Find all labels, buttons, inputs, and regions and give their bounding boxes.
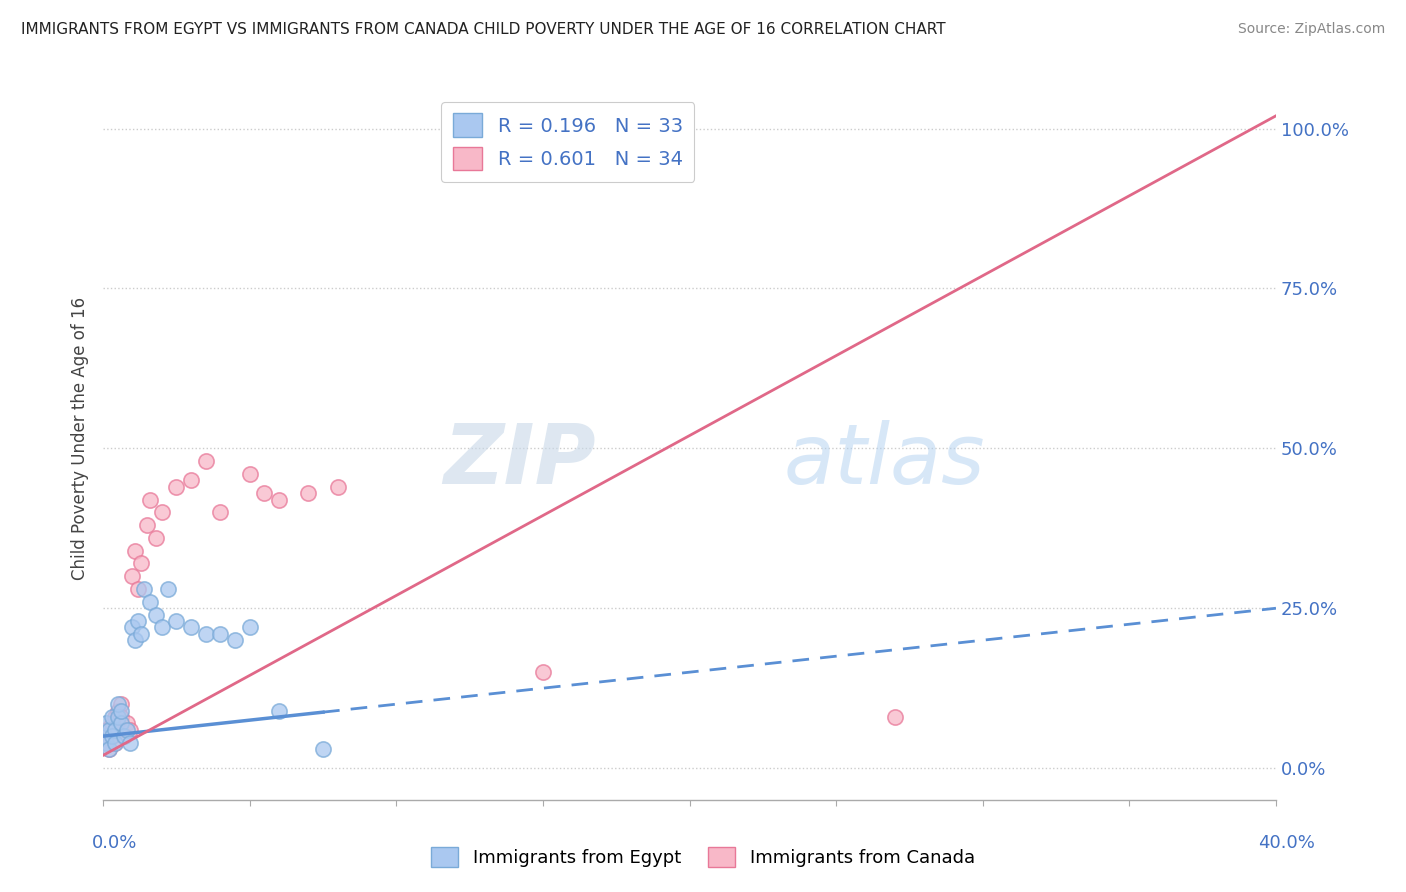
Point — [883, 710, 905, 724]
Point — [150, 505, 173, 519]
Point — [156, 582, 179, 596]
Point — [101, 729, 124, 743]
Text: Source: ZipAtlas.com: Source: ZipAtlas.com — [1237, 22, 1385, 37]
Point — [267, 704, 290, 718]
Point — [110, 716, 132, 731]
Point — [98, 742, 121, 756]
Point — [531, 665, 554, 680]
Point — [115, 716, 138, 731]
Point — [239, 620, 262, 634]
Point — [98, 723, 121, 737]
Point — [180, 620, 202, 634]
Point — [91, 729, 114, 743]
Point — [104, 723, 127, 737]
Point — [115, 723, 138, 737]
Point — [180, 473, 202, 487]
Point — [165, 614, 187, 628]
Point — [91, 729, 114, 743]
Point — [124, 543, 146, 558]
Point — [194, 454, 217, 468]
Point — [150, 620, 173, 634]
Point — [139, 595, 162, 609]
Point — [121, 569, 143, 583]
Point — [136, 518, 159, 533]
Point — [326, 480, 349, 494]
Point — [118, 735, 141, 749]
Point — [118, 723, 141, 737]
Point — [124, 633, 146, 648]
Text: ZIP: ZIP — [443, 420, 596, 501]
Point — [224, 633, 246, 648]
Point — [107, 710, 129, 724]
Point — [104, 735, 127, 749]
Point — [134, 582, 156, 596]
Point — [312, 742, 335, 756]
Point — [107, 697, 129, 711]
Point — [94, 735, 117, 749]
Text: 0.0%: 0.0% — [91, 834, 136, 852]
Point — [94, 735, 117, 749]
Point — [194, 627, 217, 641]
Point — [110, 697, 132, 711]
Point — [107, 704, 129, 718]
Point — [101, 729, 124, 743]
Text: 40.0%: 40.0% — [1258, 834, 1315, 852]
Point — [101, 716, 124, 731]
Point — [94, 723, 117, 737]
Point — [239, 467, 262, 481]
Point — [104, 735, 127, 749]
Point — [121, 620, 143, 634]
Point — [209, 505, 232, 519]
Point — [165, 480, 187, 494]
Point — [209, 627, 232, 641]
Point — [297, 486, 319, 500]
Point — [104, 710, 127, 724]
Point — [101, 710, 124, 724]
Point — [129, 627, 152, 641]
Point — [127, 614, 149, 628]
Point — [139, 492, 162, 507]
Legend: R = 0.196   N = 33, R = 0.601   N = 34: R = 0.196 N = 33, R = 0.601 N = 34 — [441, 102, 695, 182]
Point — [145, 531, 167, 545]
Point — [112, 729, 135, 743]
Point — [129, 557, 152, 571]
Legend: Immigrants from Egypt, Immigrants from Canada: Immigrants from Egypt, Immigrants from C… — [425, 839, 981, 874]
Point — [253, 486, 276, 500]
Point — [145, 607, 167, 622]
Text: atlas: atlas — [783, 420, 986, 501]
Text: IMMIGRANTS FROM EGYPT VS IMMIGRANTS FROM CANADA CHILD POVERTY UNDER THE AGE OF 1: IMMIGRANTS FROM EGYPT VS IMMIGRANTS FROM… — [21, 22, 946, 37]
Point — [110, 704, 132, 718]
Point — [127, 582, 149, 596]
Point — [267, 492, 290, 507]
Point — [107, 723, 129, 737]
Point — [110, 710, 132, 724]
Point — [98, 742, 121, 756]
Point — [94, 716, 117, 731]
Y-axis label: Child Poverty Under the Age of 16: Child Poverty Under the Age of 16 — [72, 297, 89, 581]
Point — [112, 729, 135, 743]
